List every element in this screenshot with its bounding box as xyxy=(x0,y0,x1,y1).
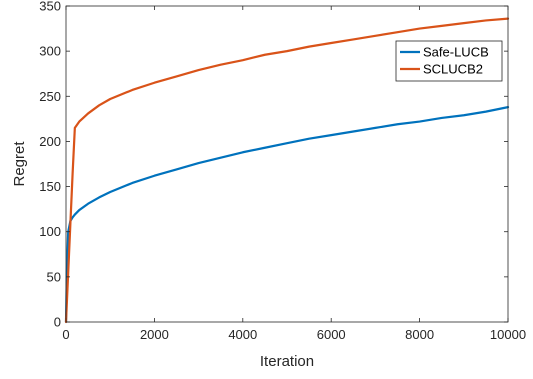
y-tick-label: 350 xyxy=(39,0,61,14)
y-axis-label: Regret xyxy=(11,141,28,187)
x-tick-label: 4000 xyxy=(228,327,257,342)
legend-box xyxy=(395,40,503,82)
legend-label-2: SCLUCB2 xyxy=(423,62,483,77)
series-line-2 xyxy=(64,17,510,324)
y-tick-label: 150 xyxy=(39,179,61,194)
x-tick-label: 8000 xyxy=(405,327,434,342)
x-tick-label: 2000 xyxy=(140,327,169,342)
legend-label-1: Safe-LUCB xyxy=(423,45,489,60)
y-tick-label: 100 xyxy=(39,224,61,239)
x-tick-label: 6000 xyxy=(317,327,346,342)
y-tick-label: 50 xyxy=(47,269,61,284)
y-tick-label: 0 xyxy=(54,315,61,330)
x-tick-label: 0 xyxy=(62,327,69,342)
series-layer xyxy=(64,17,510,324)
axes-layer: 0 2000 4000 6000 8000 10000 0 50 100 150 200 250 300… xyxy=(39,0,526,342)
axes-box xyxy=(65,5,509,323)
legend: Safe-LUCB SCLUCB2 xyxy=(395,40,503,82)
y-tick-label: 200 xyxy=(39,134,61,149)
y-tick-label: 250 xyxy=(39,89,61,104)
y-tick-label: 300 xyxy=(39,44,61,59)
x-tick-label: 10000 xyxy=(490,327,526,342)
series-line-1 xyxy=(64,106,510,324)
x-axis-label: Iteration xyxy=(260,353,314,370)
